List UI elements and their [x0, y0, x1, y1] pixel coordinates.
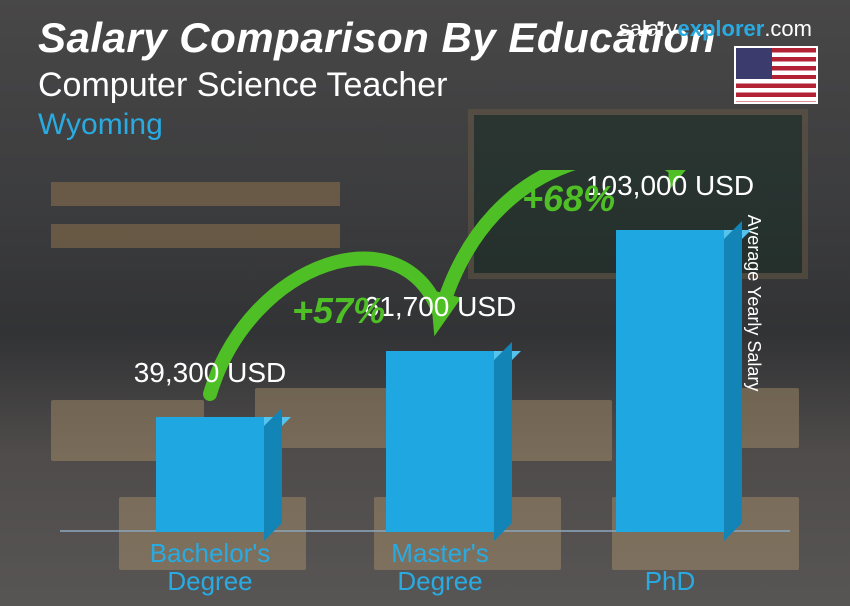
bar-0 — [156, 417, 264, 532]
bar-chart-area: 39,300 USD61,700 USD103,000 USD — [60, 170, 790, 532]
brand-suffix: .com — [764, 16, 812, 41]
bar-front-face — [156, 417, 264, 532]
brand-mid: explorer — [677, 16, 764, 41]
increase-label-1: +68% — [522, 178, 615, 220]
chart-region: Wyoming — [38, 108, 163, 142]
bar-1 — [386, 351, 494, 532]
infographic-stage: Salary Comparison By Education Computer … — [0, 0, 850, 606]
bar-side-face — [494, 342, 512, 541]
bar-value-0: 39,300 USD — [134, 357, 287, 389]
brand-label: salaryexplorer.com — [619, 16, 812, 42]
x-axis-label-2: PhD — [645, 567, 696, 596]
bar-front-face — [616, 230, 724, 532]
bar-side-face — [724, 221, 742, 541]
chart-subtitle: Computer Science Teacher — [38, 66, 447, 105]
bar-side-face — [264, 408, 282, 541]
increase-label-0: +57% — [292, 290, 385, 332]
bar-front-face — [386, 351, 494, 532]
us-flag-icon — [734, 46, 818, 104]
brand-prefix: salary — [619, 16, 678, 41]
x-axis-label-1: Master's Degree — [391, 539, 488, 596]
flag-canton — [736, 48, 772, 79]
chart-title: Salary Comparison By Education — [38, 14, 716, 62]
bar-value-1: 61,700 USD — [364, 291, 517, 323]
bar-2 — [616, 230, 724, 532]
x-axis-label-0: Bachelor's Degree — [150, 539, 271, 596]
